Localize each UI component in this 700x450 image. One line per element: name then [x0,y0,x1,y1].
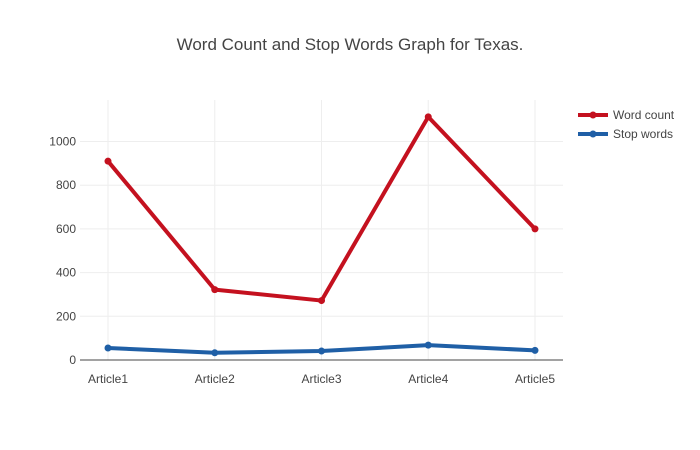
y-tick-label: 800 [56,178,76,192]
data-point-word-count[interactable] [424,113,432,121]
data-point-stop-words[interactable] [211,349,219,357]
x-tick-label: Article1 [88,372,128,386]
y-tick-label: 0 [69,353,76,367]
x-tick-label: Article3 [301,372,341,386]
legend-item-word-count[interactable]: Word count [578,108,675,122]
data-point-word-count[interactable] [104,157,112,165]
series-stop-words [104,341,539,357]
y-tick-label: 600 [56,222,76,236]
data-point-word-count[interactable] [531,225,539,233]
x-tick-label: Article2 [195,372,235,386]
legend-label: Word count [613,108,675,122]
y-tick-label: 400 [56,266,76,280]
legend-item-stop-words[interactable]: Stop words [578,127,673,141]
data-point-stop-words[interactable] [318,347,325,355]
data-point-stop-words[interactable] [104,344,112,352]
x-tick-label: Article5 [515,372,555,386]
axes: 0 200 400 600 800 1000 Article1 Article2 Article… [49,135,563,386]
y-tick-label: 1000 [49,135,76,149]
chart-title: Word Count and Stop Words Graph for Texa… [177,35,524,54]
data-point-word-count[interactable] [211,286,219,294]
data-point-stop-words[interactable] [531,346,539,354]
y-tick-label: 200 [56,309,76,323]
gridlines [80,100,563,360]
data-point-stop-words[interactable] [424,341,432,349]
legend[interactable]: Word count Stop words [578,108,675,141]
series-group [104,113,539,357]
series-word-count [104,113,539,305]
legend-marker [589,130,597,138]
legend-marker [589,111,597,119]
legend-label: Stop words [613,127,673,141]
x-tick-label: Article4 [408,372,448,386]
data-point-word-count[interactable] [318,297,325,305]
